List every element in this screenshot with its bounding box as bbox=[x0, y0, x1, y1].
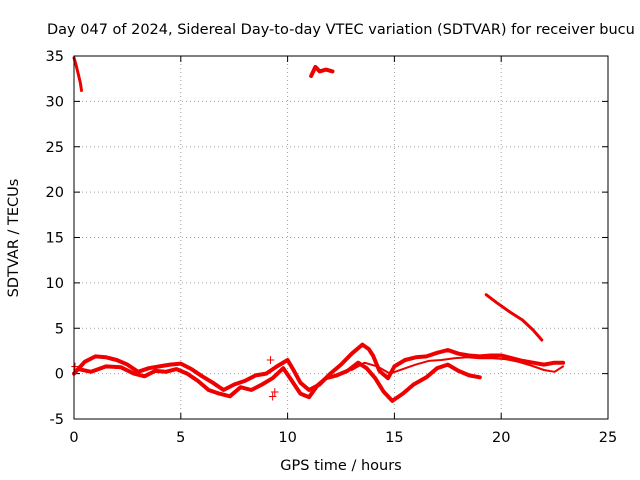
outlier-point: + bbox=[270, 385, 280, 399]
y-tick-label: 10 bbox=[46, 276, 64, 292]
y-tick-label: 35 bbox=[46, 49, 64, 65]
outlier-marks: + +++ bbox=[70, 353, 280, 403]
series-seg-midday-high bbox=[309, 64, 335, 78]
y-tick-label: 30 bbox=[46, 94, 64, 110]
y-tick-label: 0 bbox=[55, 367, 64, 383]
y-axis-label: SDTVAR / TECUs bbox=[6, 179, 22, 298]
series-seg-late-decline bbox=[484, 293, 544, 342]
x-tick-label: 0 bbox=[69, 430, 78, 446]
x-axis-label: GPS time / hours bbox=[280, 458, 401, 474]
x-tick-label: 15 bbox=[385, 430, 403, 446]
x-tick-label: 20 bbox=[492, 430, 510, 446]
series-trace-c bbox=[350, 356, 565, 375]
plot-frame bbox=[73, 55, 609, 420]
grid bbox=[74, 56, 608, 419]
series-trace-b bbox=[76, 360, 482, 403]
x-tick-label: 10 bbox=[278, 430, 296, 446]
y-tick-label: 20 bbox=[46, 185, 64, 201]
y-tick-label: 25 bbox=[46, 140, 64, 156]
series-seg-early-high bbox=[72, 56, 83, 92]
x-tick-label: 25 bbox=[599, 430, 617, 446]
outlier-point: + bbox=[265, 353, 275, 367]
x-tick-label: 5 bbox=[176, 430, 185, 446]
outlier-point: + bbox=[70, 359, 80, 373]
tick-labels: 0 5 10 15 20 25 -5 0 5 10 15 20 25 30 35 bbox=[46, 49, 618, 446]
outlier-point: + bbox=[268, 389, 278, 403]
chart-title: Day 047 of 2024, Sidereal Day-to-day VTE… bbox=[47, 22, 635, 38]
y-tick-label: -5 bbox=[50, 412, 64, 428]
y-tick-label: 15 bbox=[46, 231, 64, 247]
y-tick-label: 5 bbox=[55, 321, 64, 337]
data-series bbox=[72, 56, 566, 403]
